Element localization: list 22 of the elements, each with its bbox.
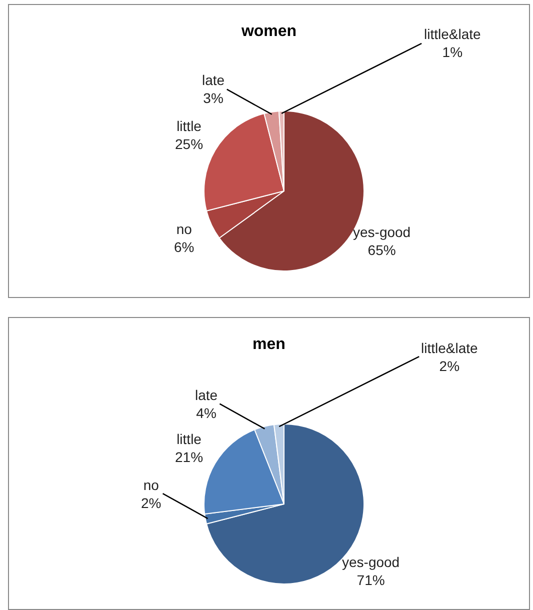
slice-label: no xyxy=(143,477,160,493)
data-label: 65% xyxy=(368,242,396,258)
slice-label: no xyxy=(176,221,192,237)
slice-label: little xyxy=(176,118,202,134)
slice-label: little xyxy=(176,431,202,447)
data-label: 4% xyxy=(196,405,216,422)
data-label: 25% xyxy=(175,136,204,152)
data-label: 3% xyxy=(203,90,224,106)
slice-label: yes-good xyxy=(342,554,400,570)
data-label: 21% xyxy=(175,449,204,466)
slice-label: little&late xyxy=(424,26,482,42)
data-label: 1% xyxy=(442,44,463,60)
slice-label: late xyxy=(195,387,218,403)
data-label: 2% xyxy=(141,495,162,512)
data-label: 2% xyxy=(439,358,460,374)
slice-label: yes-good xyxy=(353,224,411,240)
data-label: 71% xyxy=(356,572,385,588)
slice-label: late xyxy=(202,72,225,88)
data-label: 6% xyxy=(174,239,194,256)
slice-label: little&late xyxy=(421,340,478,356)
chart-title: women xyxy=(240,23,297,40)
chart-title: men xyxy=(252,336,286,354)
